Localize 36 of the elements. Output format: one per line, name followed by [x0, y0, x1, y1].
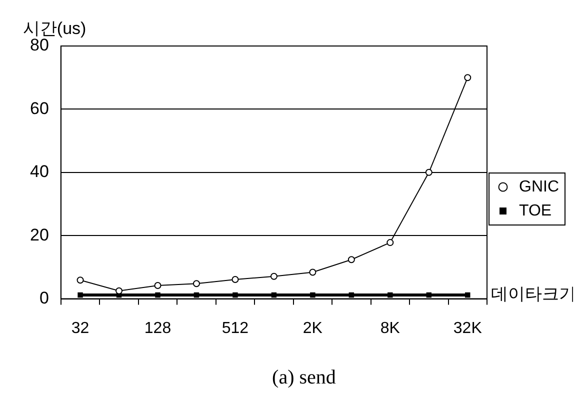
point: [425, 168, 432, 176]
point: [78, 292, 83, 298]
y-axis-title: 시간(us): [22, 19, 86, 38]
x-tick-label: 8K: [380, 320, 400, 337]
y-tick-label: 40: [30, 162, 49, 182]
point: [348, 256, 355, 264]
point: [232, 276, 239, 284]
x-tick-label: 2K: [302, 320, 323, 337]
point: [270, 272, 278, 280]
text: (a) send: [272, 366, 336, 388]
x-tick-label: 32: [71, 320, 90, 337]
y-tick-label: 80: [30, 36, 49, 55]
point: [309, 268, 316, 276]
y-tick-label: 20: [30, 225, 49, 244]
point: [194, 292, 200, 298]
y-tick-label: 60: [30, 98, 49, 118]
legend-label: TOE: [519, 202, 552, 220]
point: [271, 292, 277, 298]
point: [154, 282, 162, 290]
point: [388, 292, 393, 298]
x-tick-label: 32K: [453, 320, 482, 337]
point: [464, 74, 472, 82]
point: [386, 239, 394, 246]
point: [426, 292, 432, 298]
point: [465, 292, 470, 298]
legend-label: GNIC: [519, 178, 559, 196]
y-tick-label: 0: [39, 288, 49, 308]
x-tick-label: 128: [144, 320, 172, 337]
x-tick-label: 512: [222, 320, 249, 337]
point: [348, 292, 354, 298]
point: [232, 292, 238, 298]
point: [76, 276, 84, 284]
point: [116, 287, 123, 294]
point: [155, 292, 160, 298]
point: [192, 280, 200, 288]
point: [310, 292, 316, 298]
